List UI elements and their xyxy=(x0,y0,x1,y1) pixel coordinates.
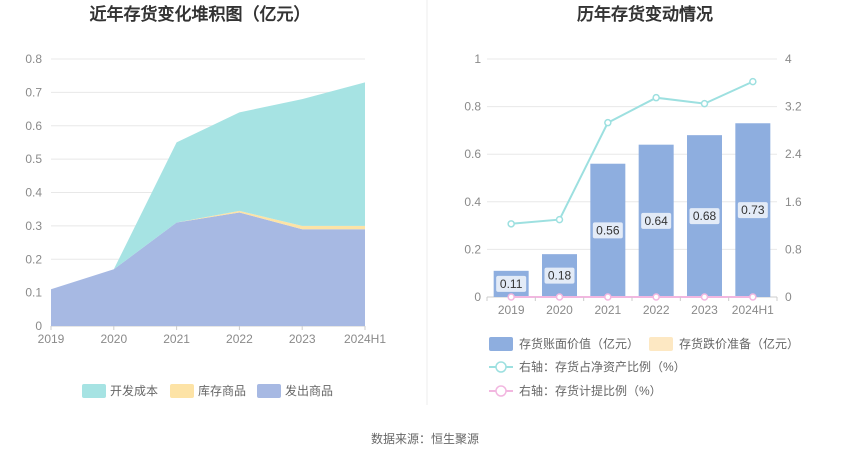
left-y-tick-label: 0.4 xyxy=(25,186,42,200)
left-chart-title: 近年存货变化堆积图（亿元） xyxy=(90,4,311,24)
right-bar-labels: 0.11 0.18 0.56 0.64 0.68 0.73 xyxy=(496,202,768,292)
left-x-tick-label: 2019 xyxy=(38,332,65,346)
right-legend: 存货账面价值（亿元） 存货跌价准备（亿元） 右轴：存货占净资产比例（%） 右轴：存货计… xyxy=(489,336,799,398)
area-shipped-goods xyxy=(51,212,365,326)
provision-ratio-point xyxy=(604,293,612,301)
right-bar-series xyxy=(493,123,771,297)
right-y2-tick-label: 0.8 xyxy=(785,242,802,256)
provision-ratio-point xyxy=(507,293,515,301)
left-legend-swatch xyxy=(82,384,106,398)
right-y2-tick-label: 0 xyxy=(785,290,792,304)
inventory-ratio-point xyxy=(604,118,612,127)
area-development-cost xyxy=(51,82,365,290)
inventory-ratio-point xyxy=(652,93,660,102)
right-x-tick-label: 2022 xyxy=(643,303,670,317)
right-y2-tick-label: 1.6 xyxy=(785,195,802,209)
inventory-ratio-point xyxy=(749,77,757,86)
bar-value-label: 0.68 xyxy=(693,209,717,223)
right-x-tick-label: 2019 xyxy=(498,303,525,317)
right-legend-label: 存货跌价准备（亿元） xyxy=(679,336,799,351)
right-chart-title: 历年存货变动情况 xyxy=(577,4,713,24)
provision-ratio-point xyxy=(652,293,660,301)
right-legend-swatch-bar xyxy=(489,337,513,351)
left-legend-label: 库存商品 xyxy=(198,383,246,398)
bar-label-background xyxy=(641,212,672,229)
right-legend-label: 存货账面价值（亿元） xyxy=(519,336,639,351)
right-legend-swatch-bar xyxy=(649,337,673,351)
inventory-to-net-assets-line xyxy=(511,80,754,225)
left-y-axis: 0 0.1 0.2 0.3 0.4 0.5 0.6 0.7 0.8 xyxy=(25,52,42,333)
left-y-tick-label: 0.1 xyxy=(25,286,42,300)
bar-value-label: 0.18 xyxy=(548,269,572,283)
bar-label-background xyxy=(592,222,623,239)
right-gridlines xyxy=(487,58,777,298)
bar-label-background xyxy=(496,275,527,292)
left-legend-label: 发出商品 xyxy=(285,383,333,398)
left-x-tick-label: 2022 xyxy=(226,332,253,346)
right-legend-swatch-marker xyxy=(495,385,507,397)
right-y-tick-label: 1 xyxy=(474,52,481,66)
right-line-series xyxy=(507,77,757,301)
bar-value-label: 0.73 xyxy=(741,203,765,217)
left-x-axis: 2019 2020 2021 2022 2023 2024H1 xyxy=(38,326,386,346)
left-x-tick-label: 2023 xyxy=(289,332,316,346)
right-legend-label: 右轴：存货占净资产比例（%） xyxy=(519,359,686,374)
provision-ratio-point xyxy=(749,293,757,301)
right-y-tick-label: 0 xyxy=(474,290,481,304)
left-y-tick-label: 0.2 xyxy=(25,252,42,266)
left-legend-label: 开发成本 xyxy=(110,383,158,398)
right-legend-label: 右轴：存货计提比例（%） xyxy=(519,383,662,398)
bar-label-background xyxy=(689,208,720,225)
bar-label-background xyxy=(737,202,768,219)
bar-value-label: 0.56 xyxy=(596,223,620,237)
data-source-text: 数据来源：恒生聚源 xyxy=(371,431,479,446)
left-y-tick-label: 0 xyxy=(35,319,42,333)
bar-value-label: 0.11 xyxy=(500,277,523,291)
right-x-tick-label: 2021 xyxy=(594,303,621,317)
right-y-tick-label: 0.8 xyxy=(464,100,481,114)
left-legend-swatch xyxy=(170,384,194,398)
right-y-axis-right: 0 0.8 1.6 2.4 3.2 4 xyxy=(785,52,802,304)
right-y2-tick-label: 4 xyxy=(785,52,792,66)
right-x-axis: 2019 2020 2021 2022 2023 2024H1 xyxy=(486,297,778,317)
left-area-series xyxy=(51,82,365,326)
left-y-tick-label: 0.8 xyxy=(25,52,42,66)
bar-line-combo-chart: 历年存货变动情况 0.110.180.560.64 0.68 0.73 00.20.… xyxy=(464,4,802,398)
stacked-area-chart: 近年存货变化堆积图（亿元） 00.10.20.30.40.50.60.70.8 … xyxy=(25,4,386,398)
right-y-tick-label: 0.6 xyxy=(464,147,481,161)
inventory-ratio-point xyxy=(507,220,515,228)
bar-label-background xyxy=(544,267,575,284)
right-x-tick-label: 2020 xyxy=(546,303,573,317)
left-x-tick-label: 2024H1 xyxy=(344,332,386,346)
inventory-ratio-point xyxy=(555,215,564,224)
right-y2-tick-label: 3.2 xyxy=(785,100,802,114)
provision-ratio-point xyxy=(700,293,709,301)
left-legend: 开发成本 库存商品 发出商品 xyxy=(82,383,333,398)
left-x-tick-label: 2021 xyxy=(163,332,190,346)
provision-ratio-point xyxy=(555,293,564,301)
right-y-axis-left: 0 0.2 0.4 0.6 0.8 1 xyxy=(464,52,481,304)
left-y-tick-label: 0.3 xyxy=(25,219,42,233)
inventory-ratio-point xyxy=(700,99,709,108)
right-x-tick-label: 2024H1 xyxy=(732,303,774,317)
right-y2-tick-label: 2.4 xyxy=(785,147,802,161)
right-y-tick-label: 0.2 xyxy=(464,242,481,256)
left-y-tick-label: 0.6 xyxy=(25,119,42,133)
left-x-tick-label: 2020 xyxy=(100,332,127,346)
left-y-tick-label: 0.7 xyxy=(25,85,42,99)
left-legend-swatch xyxy=(257,384,281,398)
right-legend-swatch-marker xyxy=(495,361,507,373)
bar-value-label: 0.64 xyxy=(644,214,668,228)
right-x-tick-label: 2023 xyxy=(691,303,718,317)
left-y-tick-label: 0.5 xyxy=(25,152,42,166)
right-y-tick-label: 0.4 xyxy=(464,195,481,209)
